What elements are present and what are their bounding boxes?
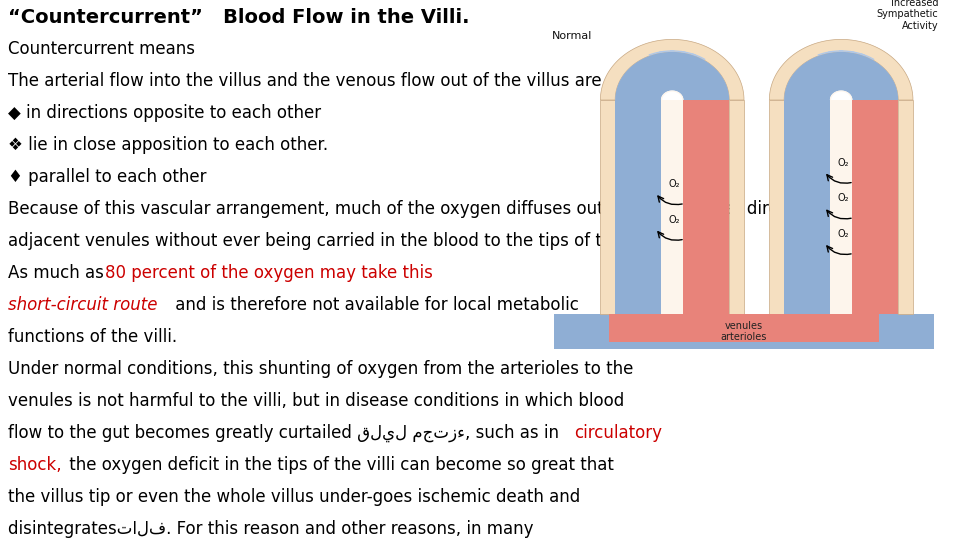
Text: arterioles: arterioles — [721, 332, 767, 342]
Polygon shape — [615, 52, 730, 100]
Polygon shape — [829, 91, 852, 100]
Bar — [769, 100, 784, 314]
Text: ◆ in directions opposite to each other: ◆ in directions opposite to each other — [8, 104, 322, 122]
Bar — [899, 100, 913, 314]
Text: circulatory: circulatory — [574, 424, 662, 442]
Text: O₂: O₂ — [837, 158, 849, 168]
Text: functions of the villi.: functions of the villi. — [8, 328, 178, 346]
Text: The arterial flow into the villus and the venous flow out of the villus are: The arterial flow into the villus and th… — [8, 72, 602, 90]
Text: ❖ lie in close apposition to each other.: ❖ lie in close apposition to each other. — [8, 136, 328, 154]
Bar — [615, 100, 660, 314]
Bar — [600, 100, 615, 314]
Text: 80 percent of the oxygen may take this: 80 percent of the oxygen may take this — [105, 264, 433, 282]
Text: venules: venules — [725, 321, 763, 332]
Bar — [784, 100, 829, 314]
Polygon shape — [769, 39, 913, 100]
Text: Under normal conditions, this shunting of oxygen from the arterioles to the: Under normal conditions, this shunting o… — [8, 360, 634, 378]
Polygon shape — [784, 52, 899, 100]
Text: shock,: shock, — [8, 456, 61, 474]
Text: Increased
Sympathetic
Activity: Increased Sympathetic Activity — [876, 0, 938, 31]
Text: O₂: O₂ — [668, 179, 680, 189]
Polygon shape — [600, 39, 744, 100]
Text: O₂: O₂ — [668, 215, 680, 225]
Text: the oxygen deficit in the tips of the villi can become so great that: the oxygen deficit in the tips of the vi… — [64, 456, 613, 474]
Text: flow to the gut becomes greatly curtailed قليل مجتزء, such as in: flow to the gut becomes greatly curtaile… — [8, 424, 564, 442]
Text: adjacent venules without ever being carried in the blood to the tips of the vill: adjacent venules without ever being carr… — [8, 232, 661, 250]
Text: venules is not harmful to the villi, but in disease conditions in which blood: venules is not harmful to the villi, but… — [8, 392, 624, 410]
Polygon shape — [660, 91, 684, 100]
Bar — [684, 100, 730, 314]
Bar — [609, 314, 879, 342]
Text: disintegratesتالف. For this reason and other reasons, in many: disintegratesتالف. For this reason and o… — [8, 520, 534, 538]
Text: and is therefore not available for local metabolic: and is therefore not available for local… — [170, 296, 579, 314]
Bar — [829, 100, 852, 314]
Text: Because of this vascular arrangement, much of the oxygen diffuses out of the art: Because of this vascular arrangement, mu… — [8, 200, 878, 218]
Bar — [554, 314, 934, 349]
Bar — [660, 100, 684, 314]
Bar — [730, 100, 744, 314]
Text: Countercurrent means: Countercurrent means — [8, 40, 195, 58]
Text: O₂: O₂ — [837, 193, 849, 204]
Text: “Countercurrent”   Blood Flow in the Villi.: “Countercurrent” Blood Flow in the Villi… — [8, 8, 469, 27]
Text: the villus tip or even the whole villus under-goes ischemic death and: the villus tip or even the whole villus … — [8, 488, 580, 506]
Bar — [852, 100, 899, 314]
Text: As much as: As much as — [8, 264, 109, 282]
Text: Normal: Normal — [552, 31, 592, 41]
Text: short-circuit route: short-circuit route — [8, 296, 157, 314]
Text: ♦ parallel to each other: ♦ parallel to each other — [8, 168, 206, 186]
Text: O₂: O₂ — [837, 229, 849, 239]
